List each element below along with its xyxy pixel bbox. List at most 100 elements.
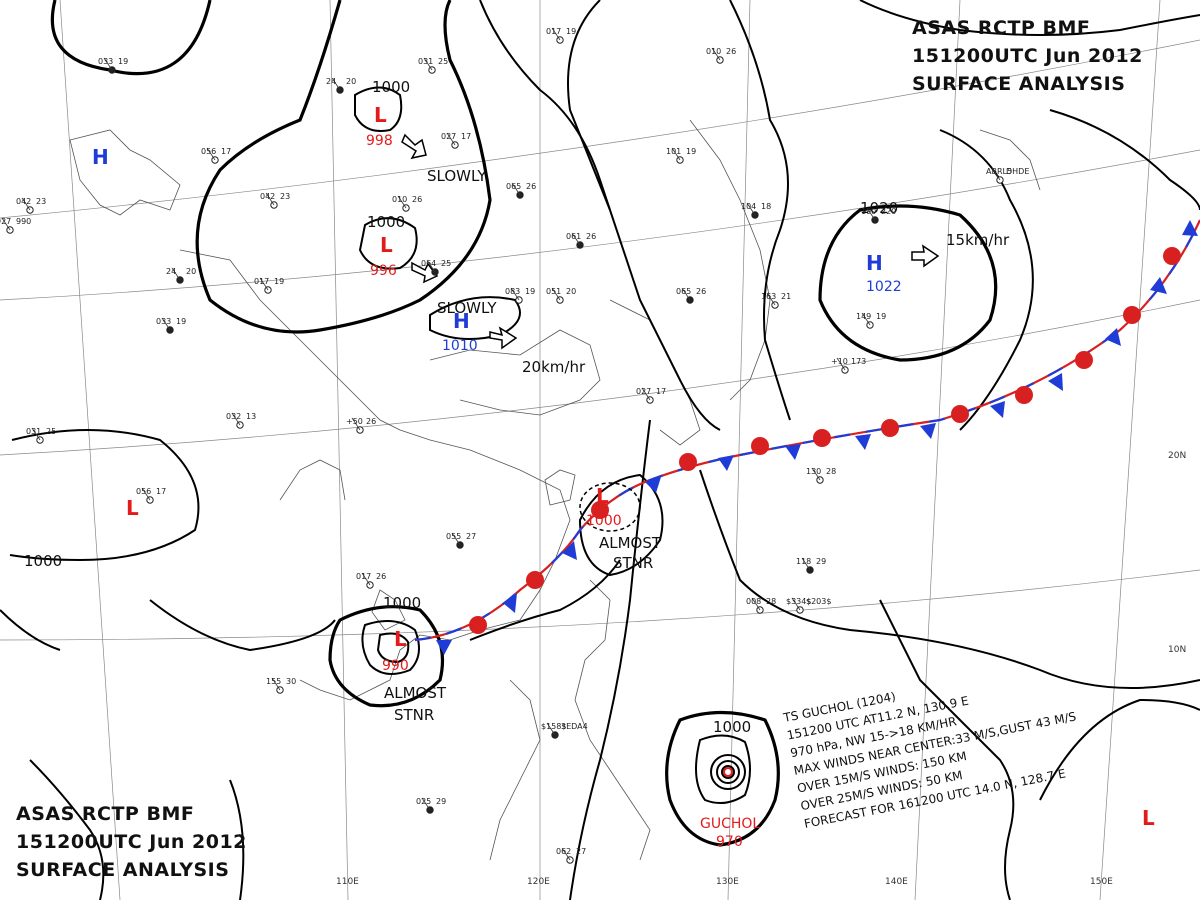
station-value: 17: [461, 132, 471, 141]
high-center-1-pressure: 1010: [442, 338, 478, 354]
movement-label-stnr-2: STNR: [394, 706, 434, 724]
station-value: 118: [796, 557, 811, 566]
station-value: 26: [366, 417, 376, 426]
station-value: 027: [441, 132, 456, 141]
station-value: 042: [16, 197, 31, 206]
front-cold-symbols: [436, 220, 1198, 655]
header-top-line2: 151200UTC Jun 2012: [912, 45, 1143, 67]
wind-barb-icon: [836, 357, 846, 371]
station-plot: 062 27: [556, 847, 586, 864]
station-value: 083: [505, 287, 520, 296]
wind-barb-icon: [546, 722, 556, 736]
wind-barb-icon: [751, 597, 761, 611]
station-value: DHDE: [1006, 167, 1029, 176]
station-value: 104: [741, 202, 756, 211]
low-center-1-pressure: 998: [366, 133, 393, 149]
movement-labels: SLOWLY SLOWLY 20km/hr 15km/hr ALMOST STN…: [384, 167, 1010, 724]
station-value: 24: [166, 267, 176, 276]
station-value: 27: [466, 532, 476, 541]
header-bottom: ASAS RCTP BMF 151200UTC Jun 2012 SURFACE…: [16, 803, 246, 881]
station-plot: $334$$203$: [786, 597, 831, 614]
station-value: 010: [706, 47, 721, 56]
station-plot: 033 19: [156, 317, 186, 334]
station-plot: 032 13: [226, 412, 256, 429]
station-value: 26: [526, 182, 536, 191]
header-top: ASAS RCTP BMF 151200UTC Jun 2012 SURFACE…: [912, 17, 1143, 95]
wind-barb-icon: [141, 487, 151, 501]
wind-barb-icon: [265, 192, 275, 206]
station-value: 062: [556, 847, 571, 856]
station-value: 21: [781, 292, 791, 301]
station-value: 23: [280, 192, 290, 201]
wind-barb-icon: [811, 467, 821, 481]
station-value: 19: [876, 312, 886, 321]
station-plot: 24 20: [326, 77, 356, 94]
station-plot: 042 23: [260, 192, 290, 209]
station-plot: 24 20: [166, 267, 196, 284]
station-value: 055: [446, 532, 461, 541]
wind-barb-icon: [861, 312, 871, 326]
movement-label-slowly-2: SLOWLY: [437, 299, 497, 317]
wind-barb-icon: [206, 147, 216, 161]
wind-barb-icon: [711, 47, 721, 61]
station-value: 29: [816, 557, 826, 566]
wind-barb-icon: [766, 292, 776, 306]
high-center-2-letter: H: [866, 251, 883, 275]
station-plot: 031 25: [26, 427, 56, 444]
station-value: 30: [286, 677, 296, 686]
station-plot: 051 20: [546, 287, 576, 304]
high-center-2-pressure: 1022: [866, 279, 902, 295]
wind-barb-icon: [746, 202, 756, 216]
station-plot: 017 19: [254, 277, 284, 294]
station-value: 13: [246, 412, 256, 421]
station-value: 061: [566, 232, 581, 241]
station-plot: 025 29: [416, 797, 446, 814]
wind-barb-icon: [426, 259, 436, 273]
station-plot: 010 26: [706, 47, 736, 64]
wind-barb-icon: [21, 197, 31, 211]
lon-label-110e: 110E: [336, 877, 359, 887]
isobar-label-5: 1000: [383, 594, 421, 612]
station-value: 032: [226, 412, 241, 421]
wind-barb-icon: [361, 572, 371, 586]
station-value: 26: [586, 232, 596, 241]
station-value: 010: [392, 195, 407, 204]
station-plot: 056 17: [136, 487, 166, 504]
pressure-systems: L 998 L 996 H 1010 H 1022 L 1000 L 990 L…: [92, 103, 1155, 830]
station-value: 033: [98, 57, 113, 66]
station-plot: 017 19: [546, 27, 576, 44]
lon-label-150e: 150E: [1090, 877, 1113, 887]
station-value: +10: [831, 357, 848, 366]
station-value: 031: [418, 57, 433, 66]
station-value: 29: [436, 797, 446, 806]
station-value: 28: [826, 467, 836, 476]
header-bottom-line3: SURFACE ANALYSIS: [16, 859, 229, 881]
station-value: 19: [686, 147, 696, 156]
wind-barb-icon: [351, 417, 361, 431]
station-value: 20: [346, 77, 356, 86]
station-plot: 065 26: [506, 182, 536, 199]
lat-label-20n: 20N: [1168, 451, 1186, 461]
low-center-6-letter: L: [1142, 806, 1155, 830]
lon-label-120e: 120E: [527, 877, 550, 887]
station-value: 19: [274, 277, 284, 286]
station-value: 163: [761, 292, 776, 301]
station-value: 19: [118, 57, 128, 66]
station-value: 027: [636, 387, 651, 396]
station-value: 26: [726, 47, 736, 56]
low-center-1-letter: L: [374, 103, 387, 127]
low-center-2-letter: L: [380, 233, 393, 257]
wind-barb-icon: [681, 287, 691, 301]
wind-barb-icon: [641, 387, 651, 401]
isobar-label-6: 1000: [713, 718, 751, 736]
wind-barb-icon: [271, 677, 281, 691]
wind-barb-icon: [671, 147, 681, 161]
wind-barb-icon: [331, 77, 341, 91]
station-value: 220: [881, 207, 896, 216]
station-plot: 118 29: [796, 557, 826, 574]
header-top-line3: SURFACE ANALYSIS: [912, 73, 1125, 95]
lon-label-140e: 140E: [885, 877, 908, 887]
station-value: $203$: [806, 597, 831, 606]
